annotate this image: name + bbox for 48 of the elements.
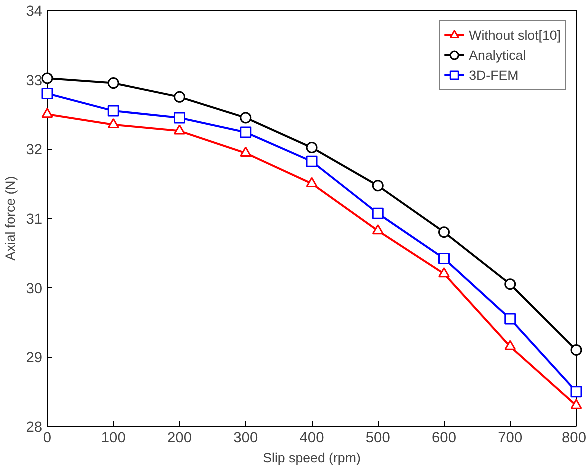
point — [438, 252, 450, 264]
x-tick-label: 700 — [498, 430, 523, 446]
y-tick-label: 33 — [26, 73, 43, 90]
point — [306, 156, 318, 168]
y-tick-label: 28 — [26, 420, 43, 436]
point — [108, 118, 120, 129]
y-tick-label: 30 — [26, 281, 43, 298]
point — [42, 72, 54, 84]
point — [240, 126, 252, 138]
x-tick-label: 0 — [43, 430, 52, 446]
point — [108, 78, 120, 90]
point — [42, 88, 54, 100]
legend-label: Analytical — [469, 48, 526, 62]
point — [570, 399, 582, 410]
point — [240, 146, 252, 157]
x-tick-label: 600 — [432, 430, 456, 446]
x-tick-label: 500 — [366, 430, 390, 446]
y-tick-label: 32 — [26, 142, 43, 159]
point — [438, 226, 450, 238]
point — [240, 112, 252, 124]
point — [306, 177, 318, 188]
point — [372, 224, 384, 235]
point — [570, 386, 582, 398]
x-tick-label: 400 — [300, 430, 324, 446]
legend-label: Without slot[10] — [469, 28, 561, 42]
x-axis-title: Slip speed (rpm) — [263, 450, 361, 466]
point — [174, 112, 186, 124]
y-axis-title: Axial force (N) — [3, 176, 18, 261]
y-tick-label: 34 — [26, 4, 43, 20]
point — [504, 340, 516, 350]
x-tick-label: 100 — [101, 430, 126, 446]
point — [372, 180, 384, 192]
point — [372, 208, 384, 220]
point — [42, 108, 54, 118]
x-tick-label: 300 — [234, 430, 258, 446]
point — [438, 267, 450, 278]
point — [570, 344, 582, 356]
point — [504, 313, 516, 325]
point — [174, 124, 186, 135]
x-tick-label: 800 — [562, 430, 587, 446]
point — [306, 142, 318, 154]
point — [504, 278, 516, 290]
y-tick-label: 29 — [26, 350, 43, 367]
legend-label: 3D-FEM — [469, 68, 519, 82]
x-tick-label: 200 — [168, 430, 192, 446]
point — [108, 105, 120, 117]
point — [174, 91, 186, 103]
y-tick-label: 31 — [26, 212, 43, 228]
